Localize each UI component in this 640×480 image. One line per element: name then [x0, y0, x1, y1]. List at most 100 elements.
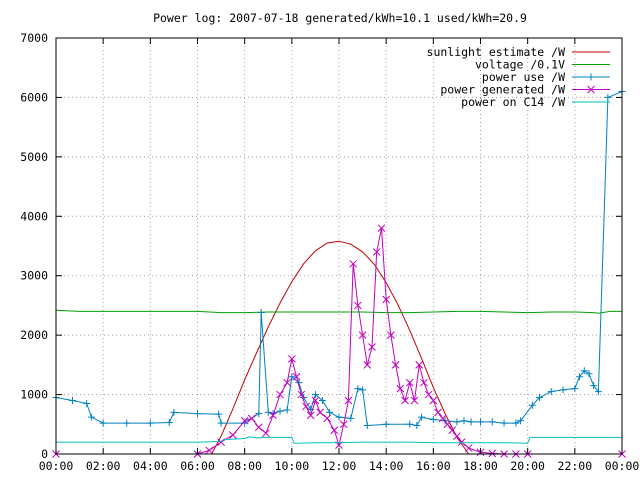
data-point: [434, 408, 442, 417]
data-point: [604, 93, 612, 101]
series-line: [211, 240, 470, 455]
series-layer: [52, 87, 626, 458]
data-point: [146, 419, 154, 427]
gridlines: [56, 38, 622, 454]
data-point: [123, 419, 131, 427]
x-tick-label: 10:00: [275, 459, 310, 473]
legend-label: voltage /0.1V: [475, 58, 565, 72]
data-point: [391, 361, 400, 369]
series-voltage-0-1v: [55, 309, 622, 314]
data-point: [318, 397, 326, 405]
data-point: [585, 370, 593, 378]
data-point: [83, 399, 91, 407]
data-point: [580, 367, 588, 375]
data-point: [443, 420, 452, 429]
data-point: [292, 372, 301, 381]
legend-entry: sunlight estimate /W: [427, 45, 610, 59]
data-point: [330, 426, 339, 435]
series-line: [56, 436, 622, 444]
data-point: [590, 382, 598, 390]
legend-marker: [587, 85, 595, 94]
data-point: [326, 408, 334, 416]
data-point: [283, 378, 291, 387]
x-tick-label: 06:00: [180, 459, 215, 473]
data-point: [215, 410, 223, 418]
data-point: [405, 378, 414, 387]
data-point: [240, 416, 249, 425]
y-tick-label: 2000: [20, 328, 48, 342]
data-point: [500, 419, 508, 427]
data-point: [382, 295, 391, 304]
x-tick-label: 08:00: [227, 459, 262, 473]
data-point: [406, 420, 414, 428]
y-tick-label: 3000: [20, 269, 48, 283]
legend-label: power on C14 /W: [461, 95, 565, 109]
x-tick-label: 00:00: [605, 459, 640, 473]
data-point: [217, 419, 225, 427]
x-tick-label: 02:00: [86, 459, 121, 473]
x-tick-label: 04:00: [133, 459, 168, 473]
y-tick-label: 1000: [20, 388, 48, 402]
data-point: [358, 331, 367, 339]
data-point: [254, 423, 263, 432]
data-point: [359, 386, 367, 394]
data-point: [339, 420, 348, 429]
legend-entry: power on C14 /W: [461, 95, 610, 109]
data-point: [247, 414, 256, 423]
data-point: [302, 402, 310, 411]
data-point: [488, 449, 497, 458]
legend-entry: power use /W: [482, 70, 610, 84]
data-point: [424, 390, 433, 399]
data-point: [453, 418, 461, 426]
data-point: [460, 417, 468, 425]
data-point: [594, 388, 602, 396]
y-tick-label: 7000: [20, 31, 48, 45]
data-point: [306, 411, 315, 420]
data-point: [349, 259, 358, 268]
data-point: [255, 410, 263, 418]
data-point: [287, 355, 296, 363]
data-point: [87, 413, 95, 421]
data-point: [363, 421, 371, 429]
data-point: [413, 421, 421, 429]
data-point: [170, 408, 178, 416]
x-tick-label: 00:00: [39, 459, 74, 473]
series-sunlight-estimate-w: [211, 240, 470, 455]
x-tick-label: 18:00: [463, 459, 498, 473]
data-point: [410, 396, 419, 405]
data-point: [368, 343, 376, 351]
data-point: [372, 248, 381, 256]
data-point: [297, 390, 306, 399]
x-tick-label: 22:00: [558, 459, 593, 473]
y-tick-label: 6000: [20, 90, 48, 104]
data-point: [488, 418, 496, 426]
data-point: [69, 397, 77, 405]
data-point: [323, 414, 332, 423]
data-point: [464, 444, 473, 452]
data-point: [99, 419, 107, 427]
x-tick-label: 20:00: [510, 459, 545, 473]
legend-entry: voltage /0.1V: [475, 58, 610, 72]
legend-entry: power generated /W: [440, 83, 610, 97]
data-point: [387, 331, 395, 339]
data-point: [559, 386, 567, 394]
data-point: [276, 407, 284, 415]
data-point: [396, 384, 405, 393]
legend-marker: [587, 73, 595, 81]
data-point: [165, 419, 173, 427]
data-point: [344, 396, 353, 405]
data-point: [420, 378, 428, 387]
data-point: [377, 224, 386, 233]
data-point: [347, 414, 355, 422]
y-tick-label: 0: [41, 447, 48, 461]
data-point: [262, 429, 270, 438]
series-power-on-c14-w: [56, 436, 622, 444]
data-point: [438, 414, 447, 423]
data-point: [257, 309, 265, 317]
legend-label: power use /W: [482, 70, 565, 84]
data-point: [311, 396, 320, 405]
axes: 00:00 02:00 04:00 06:00 08:00 10:00 12:00 14:00…: [20, 31, 639, 473]
data-point: [576, 373, 584, 381]
